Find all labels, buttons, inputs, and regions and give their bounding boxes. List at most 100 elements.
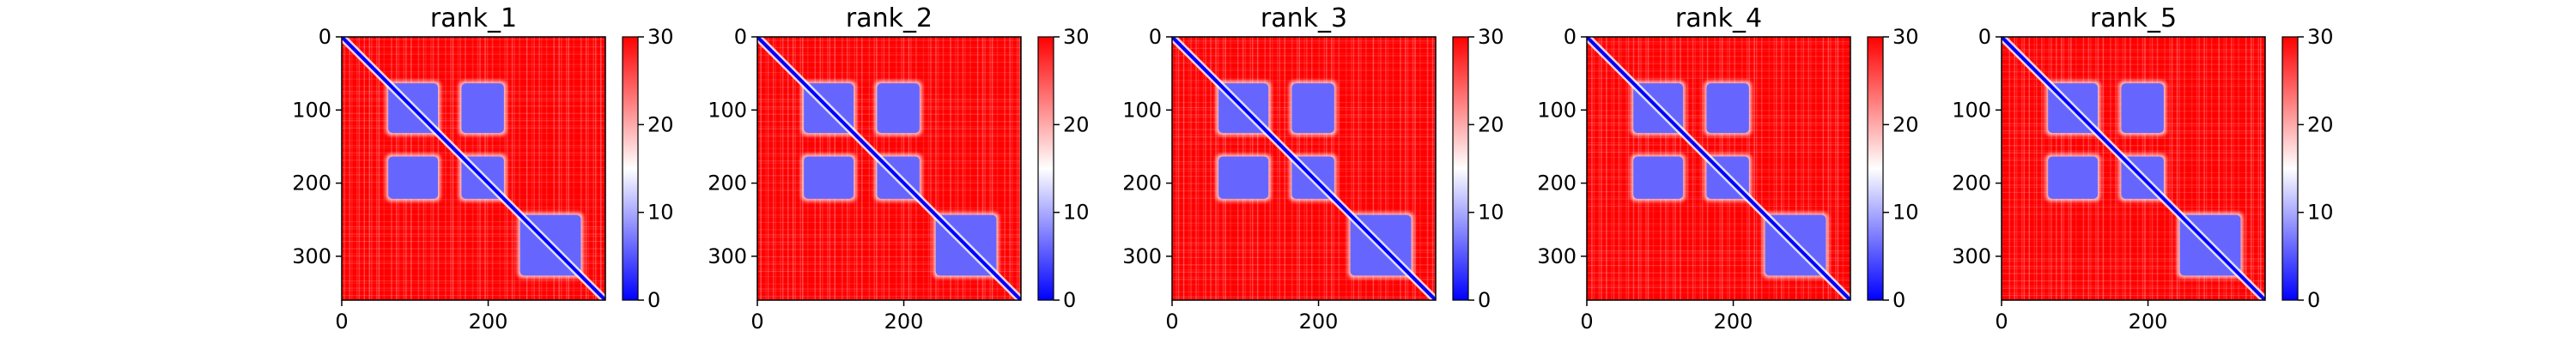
colorbar-tick-label: 20 bbox=[1478, 112, 1504, 136]
colorbar-tick-label: 0 bbox=[647, 288, 660, 312]
texture-streak bbox=[1172, 210, 1436, 212]
y-tick-label: 0 bbox=[1149, 25, 1162, 49]
heatmap-cells bbox=[1172, 37, 1436, 300]
x-tick-label: 200 bbox=[884, 310, 924, 334]
texture-streak bbox=[1426, 37, 1429, 300]
texture-streak bbox=[2033, 37, 2036, 300]
texture-streak bbox=[457, 37, 459, 300]
axes-frame bbox=[2001, 36, 2266, 301]
colorbar-tick-label: 30 bbox=[1063, 25, 1090, 49]
texture-streak bbox=[984, 37, 986, 300]
y-tick-label: 300 bbox=[292, 244, 331, 268]
texture-streak bbox=[342, 290, 605, 292]
texture-streak bbox=[1172, 47, 1436, 49]
texture-streak bbox=[342, 287, 605, 289]
colorbar-tick-label: 30 bbox=[1893, 25, 1919, 49]
texture-streak bbox=[592, 37, 595, 300]
texture-streak bbox=[1598, 37, 1601, 300]
texture-streak bbox=[2002, 260, 2265, 262]
texture-streak bbox=[1795, 37, 1797, 300]
texture-streak bbox=[2002, 145, 2265, 147]
texture-streak bbox=[1172, 141, 1436, 143]
texture-streak bbox=[757, 241, 1021, 243]
texture-streak bbox=[757, 71, 1021, 74]
panel-title: rank_5 bbox=[2090, 3, 2177, 33]
texture-streak bbox=[1620, 37, 1622, 300]
texture-streak bbox=[506, 37, 508, 300]
x-tick-label: 200 bbox=[1714, 310, 1753, 334]
texture-streak bbox=[1271, 37, 1273, 300]
heatmap-cells bbox=[1587, 37, 1850, 300]
texture-streak bbox=[1587, 232, 1850, 234]
texture-streak bbox=[1587, 277, 1850, 279]
texture-streak bbox=[538, 37, 540, 300]
texture-streak bbox=[565, 37, 568, 300]
texture-streak bbox=[1172, 42, 1436, 45]
colorbar-tick-label: 30 bbox=[1478, 25, 1504, 49]
texture-streak bbox=[1587, 43, 1850, 45]
texture-streak bbox=[2002, 211, 2265, 214]
texture-streak bbox=[2008, 37, 2011, 300]
diagonal-line bbox=[342, 37, 605, 300]
texture-streak bbox=[1172, 135, 1436, 138]
texture-streak bbox=[342, 220, 605, 223]
texture-streak bbox=[873, 37, 876, 300]
texture-streak bbox=[2225, 37, 2227, 300]
colorbar-tick-label: 0 bbox=[1893, 288, 1905, 312]
texture-streak bbox=[2245, 37, 2247, 300]
texture-streak bbox=[1587, 286, 1850, 288]
texture-streak bbox=[757, 59, 1021, 61]
x-tick-label: 200 bbox=[469, 310, 508, 334]
texture-streak bbox=[1352, 37, 1355, 300]
texture-streak bbox=[1195, 37, 1197, 300]
texture-streak bbox=[1177, 37, 1180, 300]
texture-streak bbox=[2002, 226, 2265, 228]
texture-streak bbox=[1587, 250, 1850, 252]
texture-streak bbox=[2002, 76, 2265, 78]
colorbar-tick-label: 10 bbox=[1478, 201, 1504, 225]
colorbar bbox=[2281, 36, 2299, 301]
texture-streak bbox=[2171, 37, 2173, 300]
diagonal-line bbox=[2002, 37, 2265, 300]
texture-streak bbox=[1172, 202, 1436, 204]
panel-title: rank_2 bbox=[846, 3, 933, 33]
texture-streak bbox=[2002, 49, 2265, 51]
texture-streak bbox=[342, 226, 605, 228]
texture-streak bbox=[2002, 58, 2265, 60]
texture-streak bbox=[757, 263, 1021, 265]
texture-streak bbox=[545, 37, 548, 300]
texture-streak bbox=[1694, 37, 1696, 300]
texture-streak bbox=[868, 37, 871, 300]
diagonal-line bbox=[757, 37, 1021, 300]
contact-block bbox=[1218, 156, 1269, 199]
texture-streak bbox=[383, 37, 386, 300]
texture-streak bbox=[1372, 37, 1375, 300]
colorbar-tick-label: 10 bbox=[1893, 201, 1919, 225]
texture-streak bbox=[2252, 37, 2255, 300]
texture-streak bbox=[1360, 37, 1362, 300]
colorbar-tick-label: 20 bbox=[2307, 112, 2334, 136]
colorbar-tick-label: 10 bbox=[647, 201, 674, 225]
x-tick-label: 0 bbox=[750, 310, 763, 334]
texture-streak bbox=[1827, 37, 1830, 300]
panel-title: rank_3 bbox=[1261, 3, 1347, 33]
texture-streak bbox=[1587, 149, 1850, 151]
colorbar-tick-label: 30 bbox=[647, 25, 674, 49]
texture-streak bbox=[343, 37, 346, 300]
texture-streak bbox=[1172, 296, 1436, 298]
texture-streak bbox=[1587, 75, 1850, 77]
texture-streak bbox=[1016, 37, 1018, 300]
y-tick-label: 100 bbox=[1537, 98, 1577, 122]
y-tick-label: 200 bbox=[1122, 172, 1162, 196]
texture-streak bbox=[356, 37, 358, 300]
texture-streak bbox=[1172, 143, 1436, 145]
texture-streak bbox=[757, 153, 1021, 154]
x-tick-label: 200 bbox=[1299, 310, 1339, 334]
texture-streak bbox=[1587, 265, 1850, 267]
texture-streak bbox=[1587, 144, 1850, 146]
texture-streak bbox=[1755, 37, 1758, 300]
y-tick-label: 0 bbox=[319, 25, 331, 49]
texture-streak bbox=[342, 63, 605, 65]
texture-streak bbox=[1625, 37, 1627, 300]
texture-streak bbox=[1172, 271, 1436, 273]
